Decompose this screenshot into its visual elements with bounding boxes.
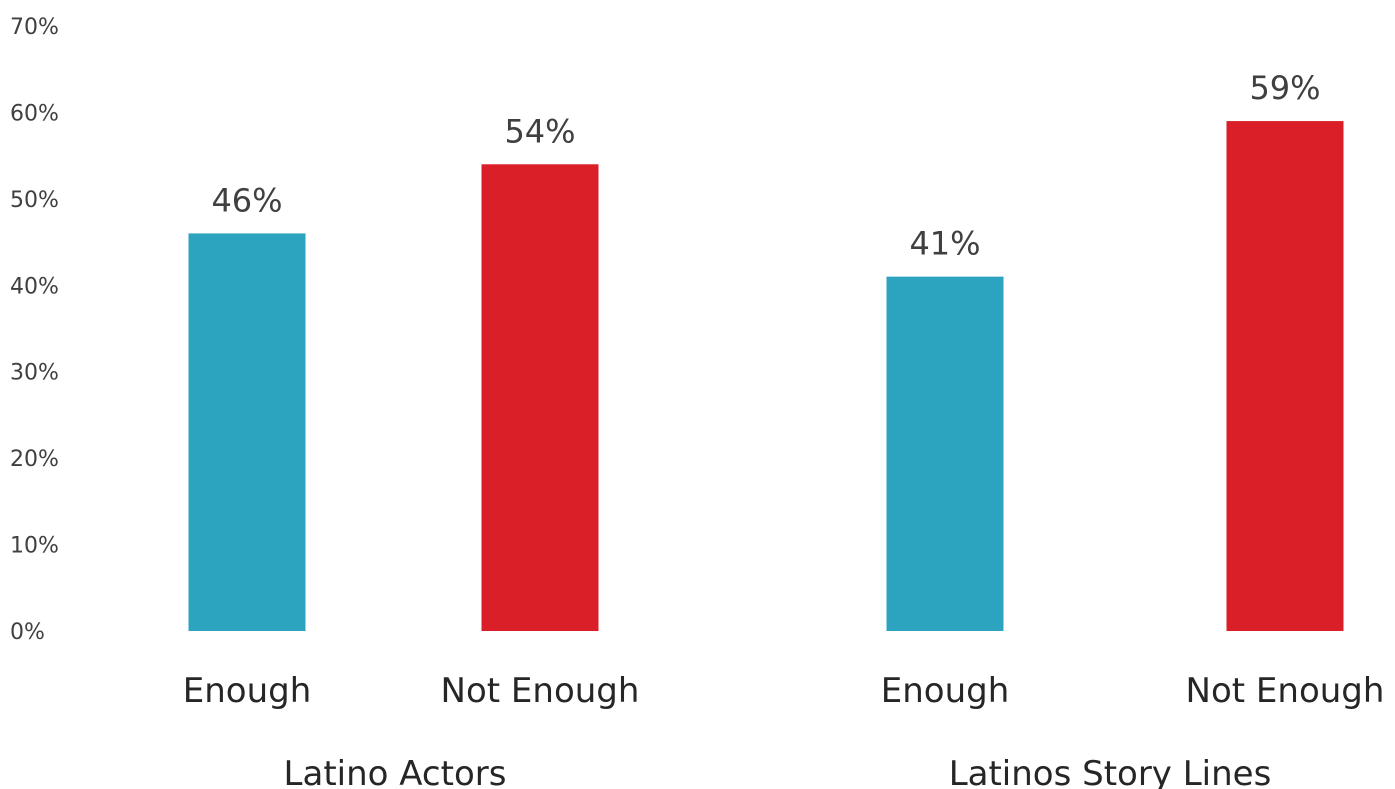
x-tick-label: Enough [183, 671, 312, 711]
y-tick-label: 20% [10, 447, 59, 472]
bar [886, 276, 1004, 631]
y-tick-label: 60% [10, 101, 59, 126]
y-tick-label: 50% [10, 188, 59, 213]
data-label: 41% [909, 225, 980, 263]
bar [1226, 121, 1344, 632]
x-tick-label: Enough [881, 671, 1010, 711]
y-tick-label: 30% [10, 361, 59, 386]
y-tick-label: 10% [10, 534, 59, 559]
y-tick-label: 70% [10, 15, 59, 40]
x-tick-label: Not Enough [1186, 671, 1385, 711]
x-tick-label: Not Enough [441, 671, 640, 711]
data-label: 59% [1249, 69, 1320, 107]
y-tick-label: 0% [10, 620, 45, 645]
data-label: 54% [504, 112, 575, 150]
group-label: Latino Actors [284, 754, 507, 789]
bar [188, 233, 306, 631]
y-tick-label: 40% [10, 274, 59, 299]
data-label: 46% [211, 181, 282, 219]
group-label: Latinos Story Lines [949, 754, 1272, 789]
bar [481, 164, 599, 632]
